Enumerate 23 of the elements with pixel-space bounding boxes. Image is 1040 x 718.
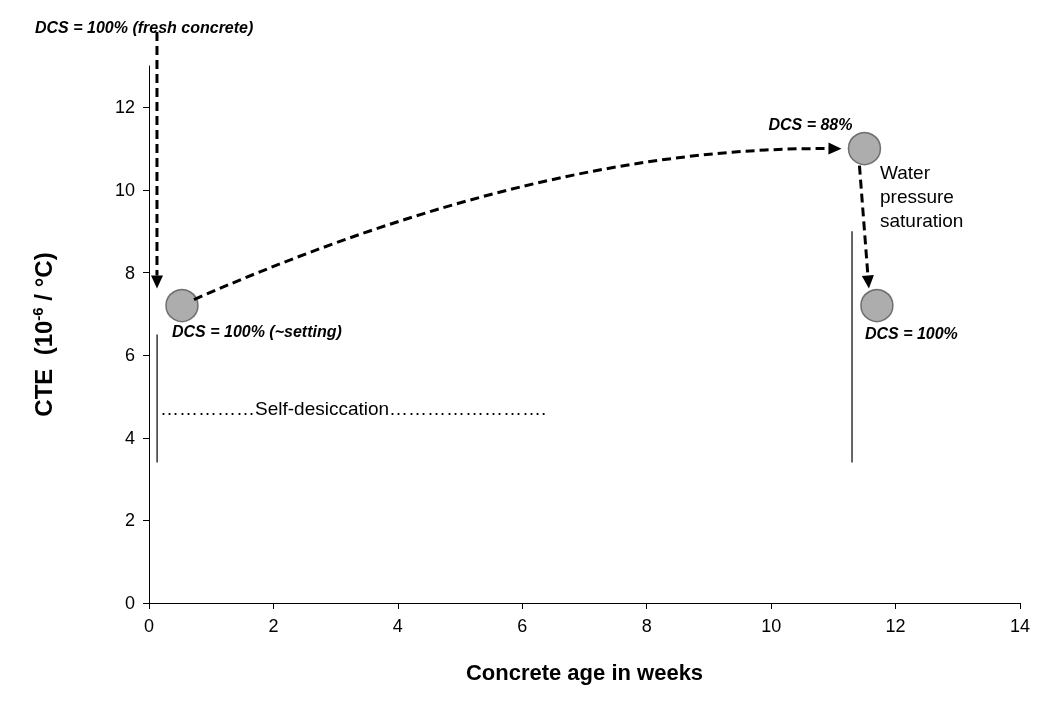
- x-tick-label: 6: [517, 616, 528, 636]
- annotation: DCS = 100% (~setting): [171, 323, 342, 341]
- x-tick-label: 0: [143, 616, 155, 636]
- x-tick-label: 14: [1009, 616, 1031, 636]
- annotation: DCS = 88%: [768, 116, 853, 134]
- y-tick-label: 6: [124, 345, 135, 366]
- y-tick-label: 2: [124, 510, 135, 531]
- y-tick-label: 4: [124, 427, 135, 448]
- y-tick-label: 12: [114, 97, 135, 118]
- annotation: Water pressure saturation: [880, 161, 964, 231]
- y-tick-label: 10: [114, 179, 135, 200]
- y-tick-label: 8: [124, 262, 135, 283]
- y-tick-label: 0: [124, 593, 135, 613]
- x-tick-label: 4: [392, 616, 403, 636]
- x-tick-label: 12: [885, 616, 906, 636]
- annotation: ……………Self-desiccation…………………….: [160, 397, 547, 419]
- text: DCS = 100% (fresh concrete): [35, 18, 254, 36]
- annotation: DCS = 100%: [864, 325, 958, 343]
- x-tick-label: 2: [268, 616, 279, 636]
- x-tick-label: 8: [641, 616, 652, 636]
- x-axis-title: Concrete age in weeks: [465, 659, 704, 685]
- y-axis-title: CTE (10-6 / °C): [29, 252, 57, 417]
- x-tick-label: 10: [761, 616, 782, 636]
